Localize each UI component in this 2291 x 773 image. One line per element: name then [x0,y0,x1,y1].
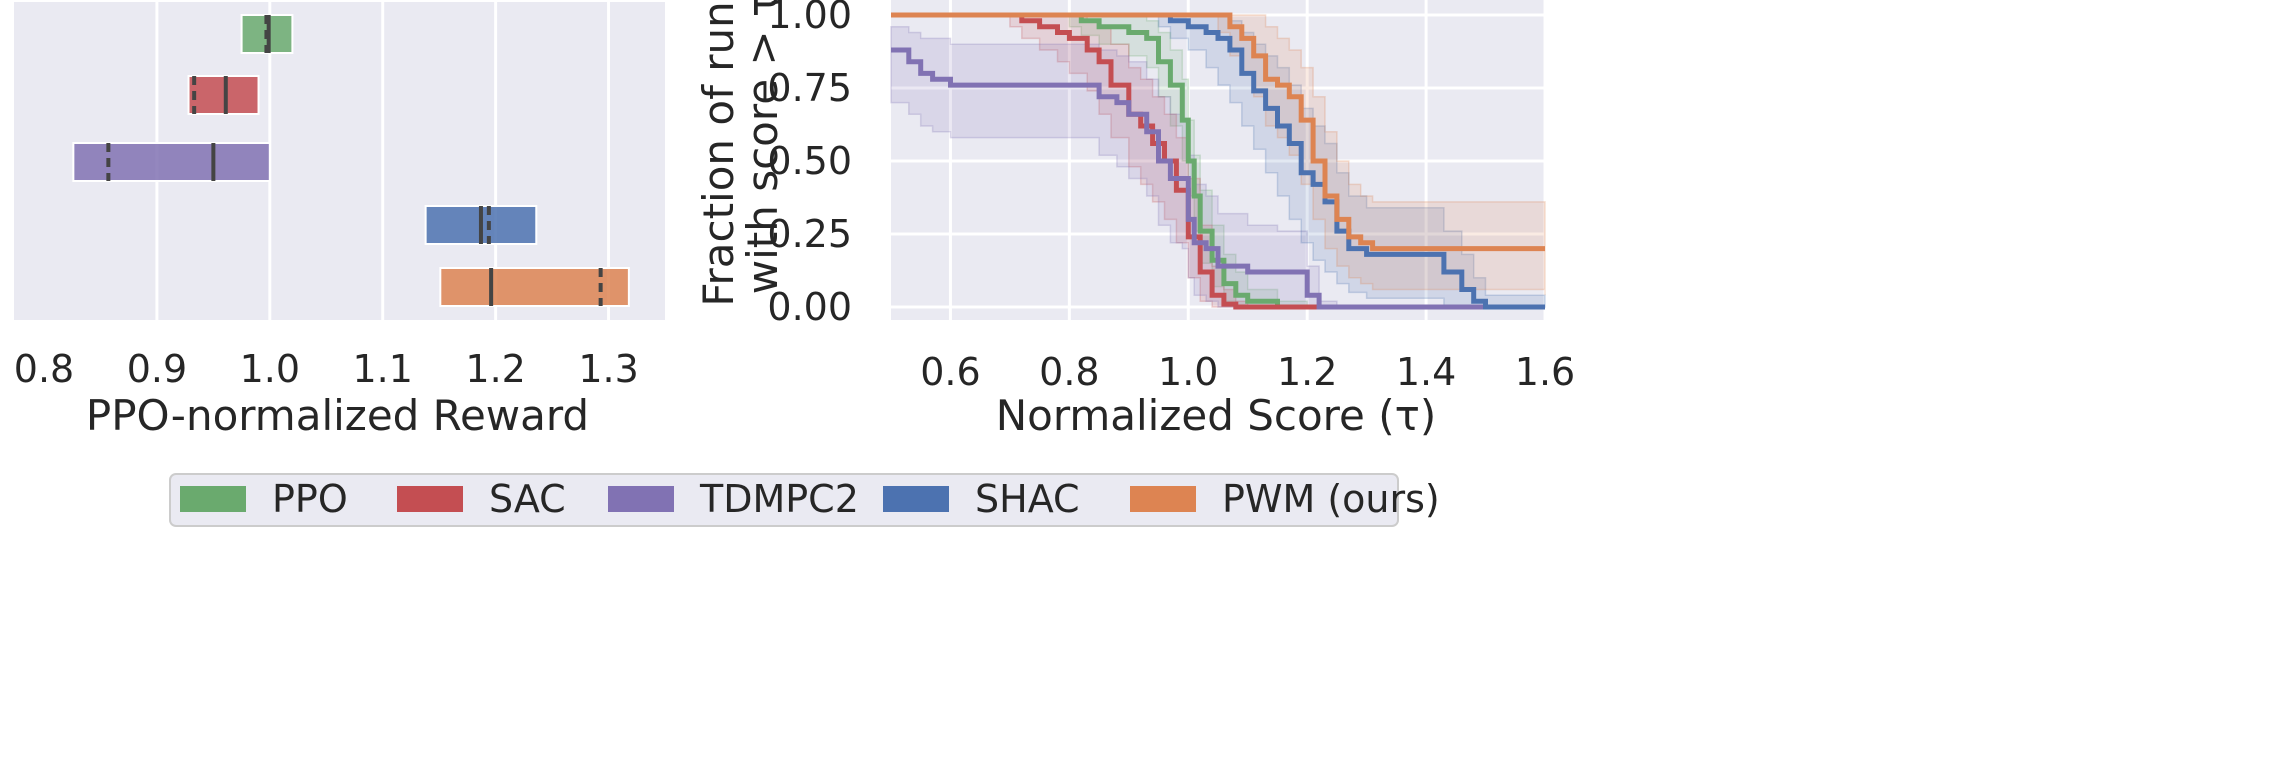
legend-items: PPO SAC TDMPC2 SHAC PWM (ours) [180,477,1440,521]
profile-line-pwm [891,12,1545,252]
legend-swatch-ppo [180,486,246,512]
interval-x-axis-label: PPO-normalized Reward [86,391,589,440]
legend-label-sac: SAC [489,477,566,521]
legend: PPO SAC TDMPC2 SHAC PWM (ours) [169,473,1440,527]
profile-y-tick-label: 0.25 [767,212,852,256]
profile-band-tdmpc2 [890,25,1545,308]
interval-x-tick-label: 1.2 [465,347,525,391]
legend-swatch-pwm [1130,486,1196,512]
legend-label-shac: SHAC [975,477,1080,521]
interval-bars [72,14,630,307]
profile-y-tick-label: 1.00 [767,0,852,37]
profile-panel: 0.6 0.8 1.0 1.2 1.4 1.6 0.000.250.500.751.00 … [694,0,1575,440]
profile-y-tick-label: 0.00 [767,285,852,329]
legend-label-pwm: PWM (ours) [1222,477,1440,521]
interval-x-tick-label: 0.8 [14,347,74,391]
profile-y-axis-label-line2: with score > τ [738,0,787,294]
profile-line-shac [891,12,1545,310]
profile-x-tick-label: 0.6 [920,350,980,394]
profile-y-tick-label: 0.75 [767,66,852,110]
interval-x-tick-label: 0.9 [127,347,187,391]
interval-panel: 0.8 0.9 1.0 1.1 1.2 1.3 PPO-normalized Reward [14,2,665,440]
profile-x-tick-label: 1.4 [1396,350,1456,394]
legend-label-ppo: PPO [272,477,348,521]
interval-bar-pwm [439,267,630,307]
profile-y-tick-label: 0.50 [767,139,852,183]
profile-y-ticks: 0.00 0.25 0.50 0.75 1.00 [767,0,852,329]
legend-swatch-shac [883,486,949,512]
interval-bar-sac [187,75,260,115]
profile-lines [891,12,1545,310]
profile-y-axis-label: Fraction of runs with score > τ [694,0,787,307]
profile-line-sac [891,12,1545,310]
interval-bar-tdmpc2 [72,142,271,182]
interval-x-tick-label: 1.3 [578,347,638,391]
legend-swatch-tdmpc2 [608,486,674,512]
legend-frame [169,473,1399,527]
legend-swatch-sac [397,486,463,512]
legend-label-tdmpc2: TDMPC2 [699,477,859,521]
profile-y-axis-label-line1: Fraction of runs [694,0,743,307]
profile-x-tick-label: 1.6 [1515,350,1575,394]
profile-x-ticks: 0.6 0.8 1.0 1.2 1.4 1.6 [920,350,1575,394]
profile-line-tdmpc2 [891,47,1545,310]
profile-x-tick-label: 1.2 [1277,350,1337,394]
profile-x-tick-label: 1.0 [1158,350,1218,394]
interval-x-ticks: 0.8 0.9 1.0 1.1 1.2 1.3 [14,347,639,391]
profile-x-axis-label: Normalized Score (τ) [996,391,1437,440]
profile-x-tick-label: 0.8 [1039,350,1099,394]
profile-line-ppo [891,12,1545,310]
interval-x-tick-label: 1.1 [353,347,413,391]
interval-x-tick-label: 1.0 [240,347,300,391]
